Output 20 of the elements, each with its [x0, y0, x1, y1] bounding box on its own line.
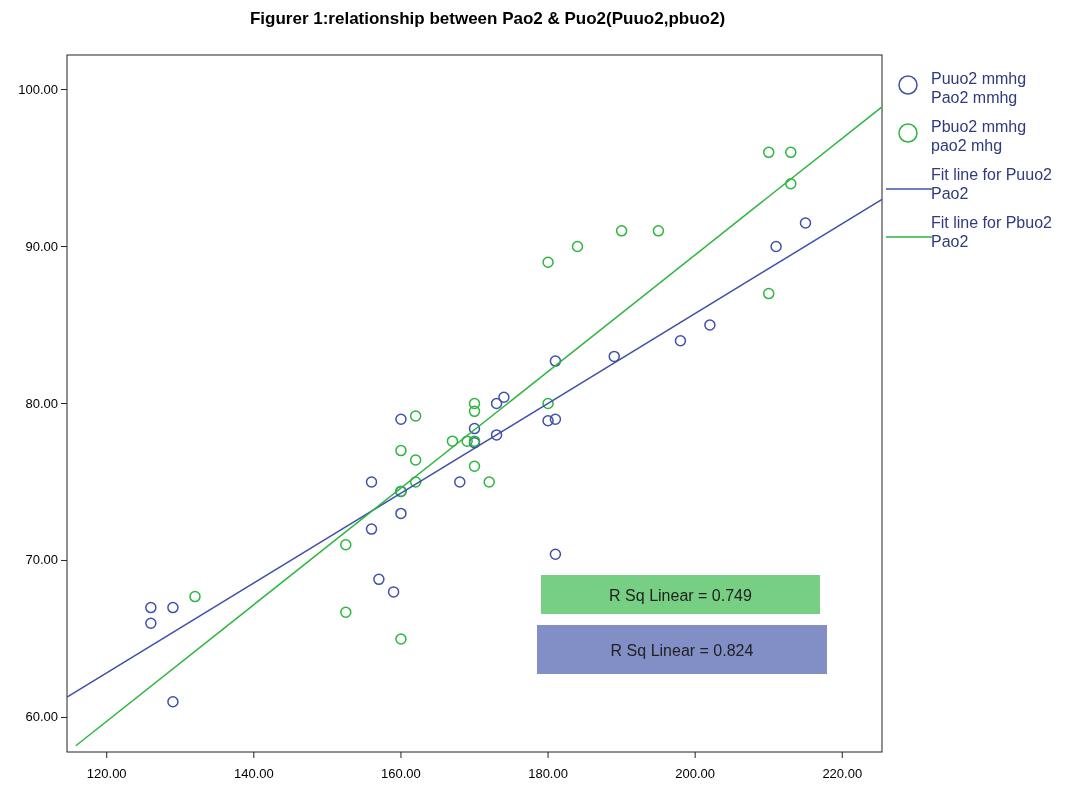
- legend-label: Fit line for Puuo2 Pao2: [931, 166, 1053, 202]
- x-tick-label: 120.00: [86, 766, 127, 781]
- chart-title: Figurer 1:relationship between Pao2 & Puo2(Puuo2,pbuo2): [249, 9, 726, 28]
- annotation: R Sq Linear = 0.749: [609, 586, 752, 604]
- legend-label: Pbuo2 mmhg pao2 mhg: [931, 118, 1027, 154]
- x-tick-label: 180.00: [528, 766, 568, 781]
- y-tick-label: 100.00: [18, 81, 58, 97]
- x-tick-label: 160.00: [381, 766, 421, 781]
- x-tick-label: 220.00: [822, 766, 863, 781]
- y-tick-label: 80.00: [25, 395, 58, 411]
- label-box: R Sq Linear = 0.824: [537, 625, 827, 674]
- y-tick-label: 70.00: [25, 552, 58, 568]
- x-tick-label: 140.00: [233, 766, 274, 781]
- legend-label: Fit line for Pbuo2 Pao2: [931, 214, 1053, 250]
- legend-label: Puuo2 mmhg Pao2 mmhg: [931, 70, 1027, 106]
- label-box: R Sq Linear = 0.749: [541, 575, 820, 614]
- x-tick-label: 200.00: [675, 766, 716, 781]
- annotation: R Sq Linear = 0.824: [610, 641, 754, 659]
- y-tick-label: 60.00: [25, 709, 58, 725]
- y-tick-label: 90.00: [25, 238, 58, 254]
